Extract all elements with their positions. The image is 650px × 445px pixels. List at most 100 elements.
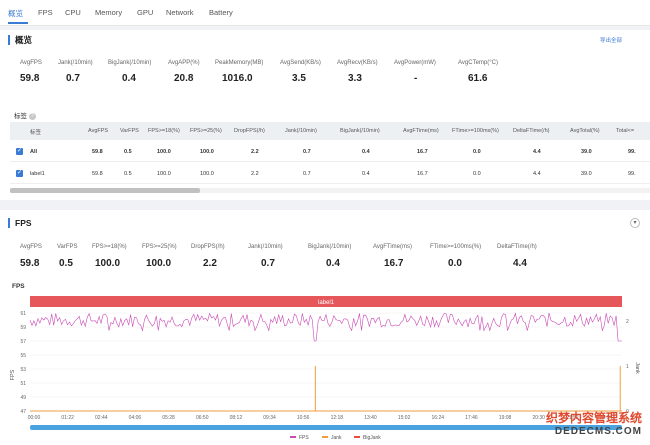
table-cell: 0.5 [124, 149, 132, 155]
column-header[interactable]: FPS>=18(%) [148, 128, 180, 134]
x-tick-label: 04:06 [129, 415, 142, 421]
row-checkbox[interactable]: ✓ [16, 170, 23, 177]
table-cell: 39.0 [581, 171, 592, 177]
y-tick-label: 53 [20, 367, 26, 373]
metric-label: AvgFTime(ms) [373, 244, 412, 250]
y2-tick-label: 2 [626, 319, 629, 325]
metric-label: BigJank(/10min) [108, 60, 152, 66]
x-tick-label: 09:34 [263, 415, 276, 421]
fps-panel: FPS ▾ AvgFPS 59.8 VarFPS 0.5 FPS>=18(%) … [0, 210, 650, 445]
zoom-slider[interactable] [30, 425, 622, 430]
metric-value: 0.7 [66, 73, 80, 84]
table-cell: 0.4 [362, 171, 370, 177]
table-cell: 16.7 [417, 171, 428, 177]
metric-label: Jank(/10min) [58, 60, 93, 66]
tab-overview[interactable]: 概览 [8, 9, 23, 18]
column-header[interactable]: Jank(/10min) [285, 128, 317, 134]
table-cell: 0.0 [473, 149, 481, 155]
table-cell: 4.4 [533, 171, 541, 177]
metric-value: 16.7 [384, 258, 404, 269]
y-tick-label: 49 [20, 395, 26, 401]
x-tick-label: 05:28 [162, 415, 175, 421]
export-all-button[interactable]: 导出全部 [599, 38, 622, 44]
column-header[interactable]: DropFPS(/h) [234, 128, 265, 134]
scrollbar-thumb[interactable] [10, 188, 200, 193]
help-icon[interactable]: ? [28, 112, 36, 120]
label-band[interactable] [30, 296, 622, 307]
collapse-chevron-icon[interactable]: ▾ [630, 218, 640, 228]
x-tick-label: 20:30 [532, 415, 545, 421]
metric-label: DropFPS(/h) [191, 244, 225, 250]
metric-value: 0.7 [261, 258, 275, 269]
x-tick-label: 16:24 [432, 415, 445, 421]
x-tick-label: 17:46 [465, 415, 478, 421]
table-horizontal-scrollbar[interactable] [10, 188, 650, 193]
column-header[interactable]: AvgTotal(%) [570, 128, 600, 134]
metric-value: 59.8 [20, 258, 40, 269]
table-cell: All [30, 149, 38, 155]
x-axis: 00:00 01:22 02:44 04:06 05:28 06:50 08:12 09:34… [28, 415, 613, 421]
column-header[interactable]: AvgFTime(ms) [403, 128, 439, 134]
metric-label: PeakMemory(MB) [215, 60, 264, 66]
x-tick-label: 21:52 [566, 415, 579, 421]
metric-label: AvgRecv(KB/s) [337, 60, 378, 66]
table-cell: 2.2 [251, 149, 259, 155]
metric-value: 100.0 [95, 258, 121, 269]
metric-label: AvgPower(mW) [394, 60, 436, 66]
chart-title: FPS [12, 283, 25, 290]
x-tick-label: 15:02 [398, 415, 411, 421]
metric-value: 61.6 [468, 73, 488, 84]
metric-label: AvgFPS [20, 244, 42, 250]
chart-series [29, 312, 622, 411]
table-cell: 0.7 [303, 171, 311, 177]
column-header[interactable]: Total<= [616, 128, 635, 134]
metric-value: 100.0 [146, 258, 172, 269]
metric-value: - [414, 73, 418, 84]
metric-label: AvgFPS [20, 60, 42, 66]
table-cell: 0.5 [124, 171, 132, 177]
watermark: 织梦内容管理系统 DEDECMS.COM [546, 409, 642, 437]
table-cell: 0.7 [303, 149, 311, 155]
x-tick-label: 08:12 [230, 415, 243, 421]
tab-battery[interactable]: Battery [209, 8, 233, 17]
metric-label: FTime>=100ms(%) [430, 244, 482, 250]
metric-label: DeltaFTime(/h) [497, 244, 537, 250]
metric-value: 20.8 [174, 73, 194, 84]
column-header[interactable]: DeltaFTime(/h) [513, 128, 550, 134]
table-cell: 100.0 [157, 171, 171, 177]
metric-label: FPS>=18(%) [92, 244, 127, 250]
watermark-line1: 织梦内容管理系统 [545, 411, 642, 425]
fps-chart[interactable]: label1 47 49 51 53 55 57 59 61 0 1 2 00:00 01:22 02… [0, 293, 650, 445]
tab-gpu[interactable]: GPU [137, 8, 154, 17]
tab-fps[interactable]: FPS [38, 8, 53, 17]
tab-network[interactable]: Network [166, 8, 194, 17]
metric-label: FPS>=25(%) [142, 244, 177, 250]
watermark-line2: DEDECMS.COM [554, 426, 642, 437]
y-tick-label: 51 [20, 381, 26, 387]
metric-value: 0.4 [326, 258, 340, 269]
metric-label: Jank(/10min) [248, 244, 283, 250]
y-axis-label: FPS [10, 369, 16, 380]
table-cell: 99. [628, 149, 636, 155]
x-tick-label: 06:50 [196, 415, 209, 421]
y-tick-label: 59 [20, 325, 26, 331]
column-header[interactable]: 标签 [30, 130, 42, 136]
metric-value: 59.8 [20, 73, 40, 84]
column-header[interactable]: AvgFPS [88, 128, 109, 134]
metric-label: AvgAPP(%) [168, 60, 200, 66]
table-row[interactable]: ✓ label1 59.8 0.5 100.0 100.0 2.2 0.7 0.… [10, 164, 650, 184]
table-cell: label1 [30, 171, 45, 177]
column-header[interactable]: VarFPS [120, 128, 139, 134]
tab-memory[interactable]: Memory [95, 8, 123, 17]
table-cell: 99. [628, 171, 636, 177]
legend-label: BigJank [363, 435, 381, 441]
column-header[interactable]: BigJank(/10min) [340, 128, 380, 134]
row-checkbox[interactable]: ✓ [16, 148, 23, 155]
table-cell: 0.4 [362, 149, 370, 155]
column-header[interactable]: FTime>=100ms(%) [452, 128, 499, 134]
tab-cpu[interactable]: CPU [65, 8, 81, 17]
table-cell: 100.0 [157, 149, 171, 155]
column-header[interactable]: FPS>=25(%) [190, 128, 222, 134]
metric-value: 0.5 [59, 258, 73, 269]
table-row[interactable]: ✓ All 59.8 0.5 100.0 100.0 2.2 0.7 0.4 1… [10, 142, 650, 162]
